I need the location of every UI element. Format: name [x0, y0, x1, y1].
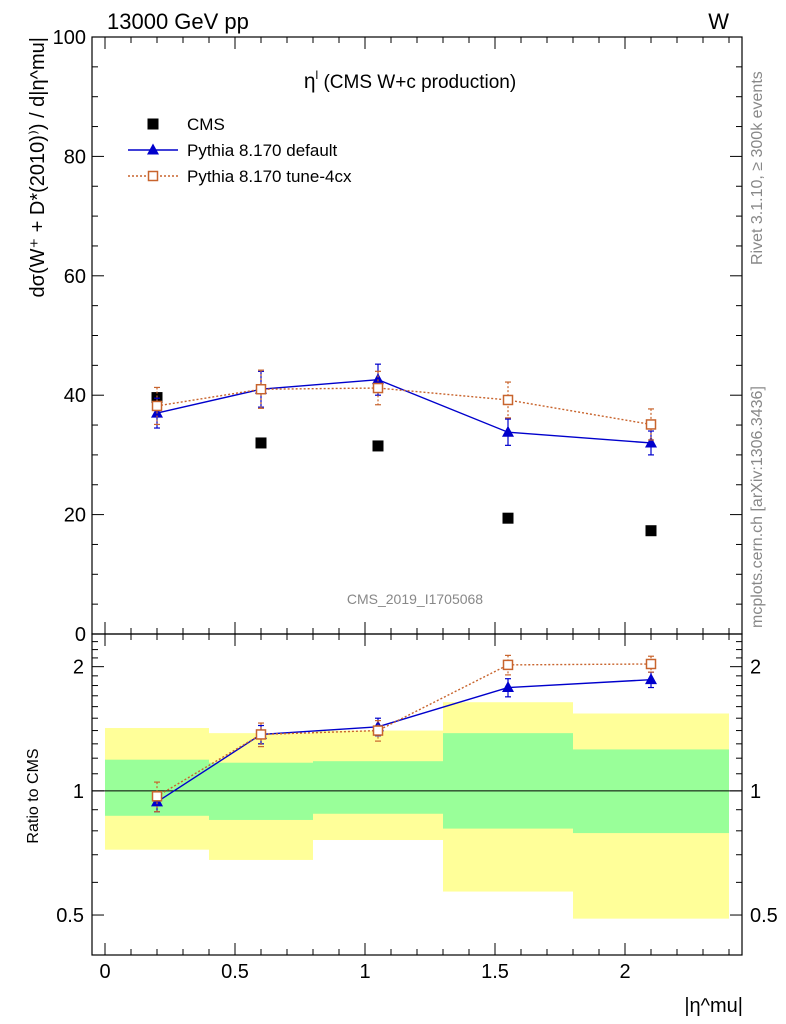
- main-point-pythia-8-170-default: [502, 425, 514, 437]
- title-sup: l: [316, 68, 319, 82]
- legend-marker-cms: [147, 118, 159, 130]
- main-y-tick-label: 40: [64, 385, 86, 407]
- x-tick-label: 1: [359, 961, 370, 983]
- x-tick-label: 2: [619, 961, 630, 983]
- ratio-point-pythia-8-170-tune-4cx: [151, 791, 163, 802]
- x-axis-label: |η^mu|: [684, 995, 743, 1017]
- legend-marker-pythia-8-170-default: [147, 143, 159, 155]
- ratio-y-tick-label-right: 1: [750, 781, 761, 803]
- data-series: [151, 363, 657, 813]
- ratio-point-pythia-8-170-tune-4cx: [255, 729, 267, 740]
- green-band-3: [443, 733, 573, 829]
- ratio-point-pythia-8-170-default: [502, 681, 514, 693]
- mcplots-reference: mcplots.cern.ch [arXiv:1306.3436]: [749, 386, 766, 628]
- legend: CMS Pythia 8.170 default Pythia 8.170 tune…: [128, 115, 352, 186]
- x-tick-label: 1.5: [481, 961, 509, 983]
- ratio-point-pythia-8-170-tune-4cx: [645, 658, 657, 670]
- main-title: ηl (CMS W+c production): [304, 68, 516, 93]
- main-point-cms: [255, 437, 267, 449]
- ratio-line-pythia-8-170-tune-4cx: [156, 663, 652, 797]
- main-point-pythia-8-170-default: [645, 436, 657, 448]
- legend-marker-pythia-8-170-tune-4cx: [147, 170, 159, 182]
- ratio-point-pythia-8-170-tune-4cx: [372, 725, 384, 736]
- main-point-pythia-8-170-tune-4cx: [255, 383, 267, 395]
- main-point-pythia-8-170-tune-4cx: [151, 400, 163, 412]
- main-line-pythia-8-170-default: [156, 378, 652, 444]
- title-eta: η: [304, 70, 316, 93]
- main-point-pythia-8-170-tune-4cx: [502, 394, 514, 406]
- ratio-y-tick-label: 2: [73, 657, 84, 679]
- rivet-version: Rivet 3.1.10, ≥ 300k events: [749, 71, 766, 265]
- legend-label-cms: CMS: [187, 115, 225, 134]
- green-band-2: [313, 761, 443, 814]
- collision-label: 13000 GeV pp: [107, 9, 249, 34]
- ratio-uncertainty-bands: [92, 702, 742, 919]
- process-label: W: [708, 9, 729, 34]
- main-point-cms: [372, 440, 384, 452]
- analysis-id: CMS_2019_I1705068: [347, 591, 483, 607]
- main-point-pythia-8-170-tune-4cx: [645, 419, 657, 430]
- legend-label-pythia-8-170-tune-4cx: Pythia 8.170 tune-4cx: [187, 167, 352, 186]
- main-y-tick-label: 60: [64, 266, 86, 288]
- ratio-y-tick-label-right: 2: [750, 657, 761, 679]
- ratio-y-tick-label: 0.5: [56, 905, 84, 927]
- ratio-point-pythia-8-170-tune-4cx: [502, 659, 514, 671]
- main-y-axis-label: dσ(W⁺ + D*(2010)⁾) / d|η^mu|: [27, 37, 49, 297]
- ratio-y-tick-label: 1: [73, 781, 84, 803]
- main-y-tick-label: 20: [64, 505, 86, 527]
- ratio-y-tick-label-right: 0.5: [750, 905, 778, 927]
- main-point-cms: [502, 512, 514, 524]
- main-y-tick-label: 100: [53, 27, 86, 49]
- main-line-pythia-8-170-tune-4cx: [156, 387, 652, 426]
- main-point-pythia-8-170-default: [372, 373, 384, 385]
- main-point-cms: [645, 525, 657, 537]
- main-point-pythia-8-170-tune-4cx: [372, 382, 384, 394]
- ratio-point-pythia-8-170-default: [645, 673, 657, 685]
- x-tick-label: 0: [99, 961, 110, 983]
- main-y-tick-label: 0: [75, 624, 86, 646]
- main-y-tick-label: 80: [64, 146, 86, 168]
- legend-label-pythia-8-170-default: Pythia 8.170 default: [187, 141, 338, 160]
- ratio-y-axis-label: Ratio to CMS: [25, 748, 42, 843]
- title-main: (CMS W+c production): [318, 72, 516, 93]
- x-tick-label: 0.5: [221, 961, 249, 983]
